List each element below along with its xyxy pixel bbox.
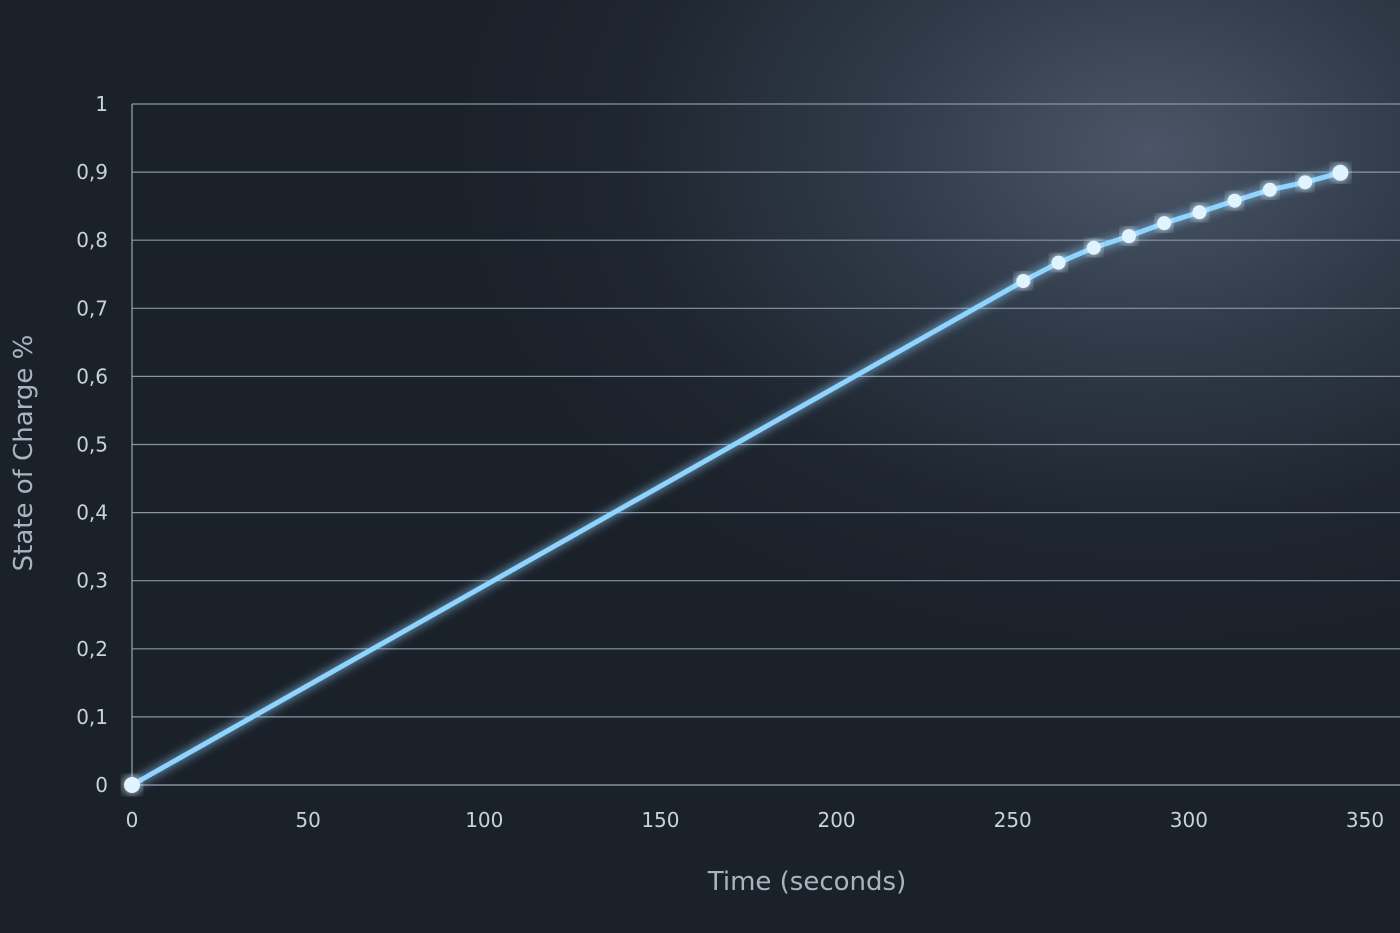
y-tick-label: 1 <box>95 92 108 116</box>
y-tick-label: 0,9 <box>76 160 108 184</box>
data-point <box>1157 216 1172 231</box>
y-tick-label: 0,6 <box>76 364 108 388</box>
data-point <box>1051 255 1066 270</box>
x-tick-label: 300 <box>1170 808 1208 832</box>
data-point <box>1192 205 1207 220</box>
series-line <box>130 170 1341 788</box>
y-tick-label: 0 <box>95 773 108 797</box>
y-tick-label: 0,3 <box>76 569 108 593</box>
data-point <box>1332 164 1349 181</box>
x-tick-label: 250 <box>994 808 1032 832</box>
data-point <box>1086 240 1101 255</box>
y-axis-label: State of Charge % <box>9 335 39 572</box>
y-tick-label: 0,7 <box>76 296 108 320</box>
y-tick-label: 0,8 <box>76 228 108 252</box>
x-tick-label: 50 <box>295 808 320 832</box>
y-tick-label: 0,2 <box>76 637 108 661</box>
x-tick-label: 200 <box>817 808 855 832</box>
x-tick-label: 150 <box>641 808 679 832</box>
y-tick-label: 0,5 <box>76 433 108 457</box>
data-point <box>1298 175 1313 190</box>
data-point <box>124 777 140 793</box>
x-axis-label: Time (seconds) <box>707 867 906 897</box>
y-tick-label: 0,1 <box>76 705 108 729</box>
data-point <box>1016 274 1031 289</box>
x-tick-label: 0 <box>126 808 139 832</box>
data-point <box>1262 182 1277 197</box>
x-tick-label: 100 <box>465 808 503 832</box>
data-point <box>1227 193 1242 208</box>
x-tick-label: 350 <box>1346 808 1384 832</box>
y-tick-label: 0,4 <box>76 501 108 525</box>
data-point <box>1121 229 1136 244</box>
